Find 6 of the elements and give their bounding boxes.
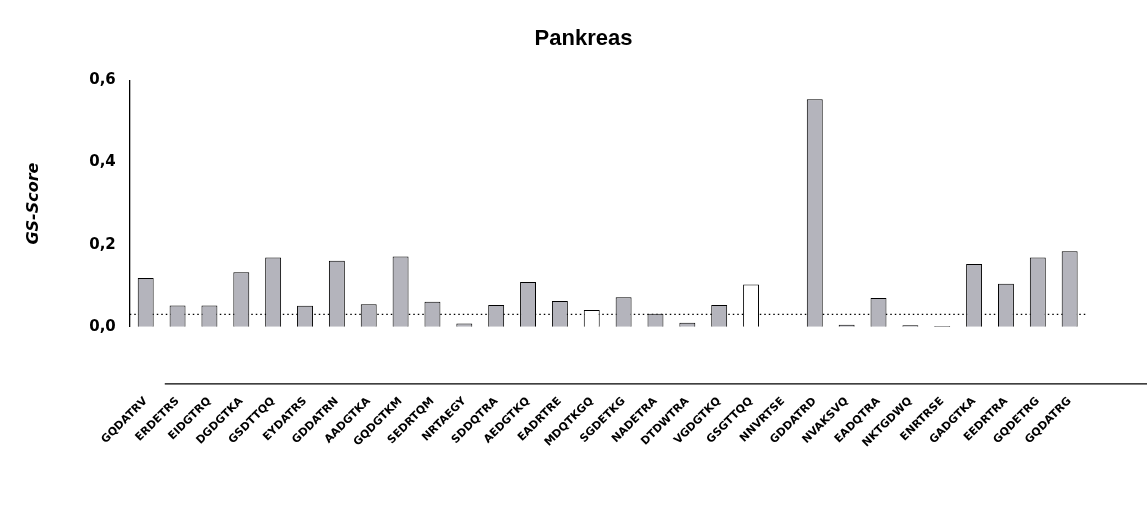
chart-title: Pankreas [534, 25, 633, 51]
y-tick-label: 0,0 [89, 316, 116, 335]
y-tick-label: 0,6 [89, 70, 116, 89]
y-tick-label: 0,2 [89, 234, 116, 253]
y-axis-title: GS-Score [22, 162, 42, 245]
y-tick-label: 0,4 [89, 152, 116, 171]
